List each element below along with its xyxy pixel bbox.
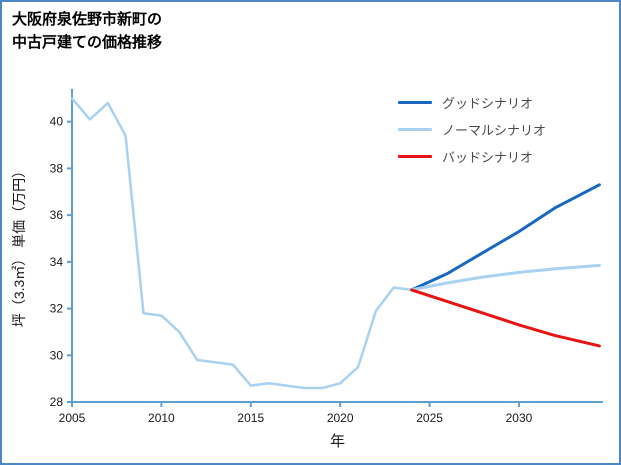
good-scenario-line-swatch <box>398 101 432 104</box>
y-tick-label: 38 <box>50 161 64 175</box>
chart-title: 大阪府泉佐野市新町の 中古戸建ての価格推移 <box>12 8 162 55</box>
y-axis-label: 坪（3.3㎡） 単価（万円） <box>11 164 27 327</box>
legend-item-good-scenario: グッドシナリオ <box>398 94 546 111</box>
y-tick-label: 34 <box>50 255 64 269</box>
y-tick-label: 28 <box>50 395 64 409</box>
y-tick-label: 36 <box>50 208 64 222</box>
legend: グッドシナリオ ノーマルシナリオ バッドシナリオ <box>398 94 546 165</box>
legend-label-bad-scenario: バッドシナリオ <box>442 150 534 165</box>
x-tick-label: 2005 <box>59 411 86 425</box>
normal-scenario-line-swatch <box>398 128 432 131</box>
legend-label-good-scenario: グッドシナリオ <box>442 96 534 111</box>
chart-title-line1: 大阪府泉佐野市新町の <box>12 11 163 28</box>
x-tick-label: 2010 <box>148 411 175 425</box>
legend-item-bad-scenario: バッドシナリオ <box>398 148 546 165</box>
x-tick-label: 2020 <box>327 411 354 425</box>
y-tick-label: 32 <box>50 302 64 316</box>
series-line-bad-scenario <box>410 288 601 348</box>
x-tick-label: 2030 <box>506 411 533 425</box>
series-line-history <box>70 97 413 390</box>
bad-scenario-line-swatch <box>398 155 432 158</box>
legend-item-normal-scenario: ノーマルシナリオ <box>398 121 546 138</box>
legend-label-normal-scenario: ノーマルシナリオ <box>442 123 547 138</box>
y-tick-label: 30 <box>50 348 64 362</box>
series-line-good-scenario <box>410 183 601 292</box>
series-line-normal-scenario <box>410 263 601 292</box>
x-axis-label: 年 <box>330 433 345 450</box>
x-tick-label: 2015 <box>237 411 264 425</box>
chart-title-line2: 中古戸建ての価格推移 <box>12 34 163 52</box>
y-tick-label: 40 <box>50 115 64 129</box>
x-tick-label: 2025 <box>416 411 443 425</box>
